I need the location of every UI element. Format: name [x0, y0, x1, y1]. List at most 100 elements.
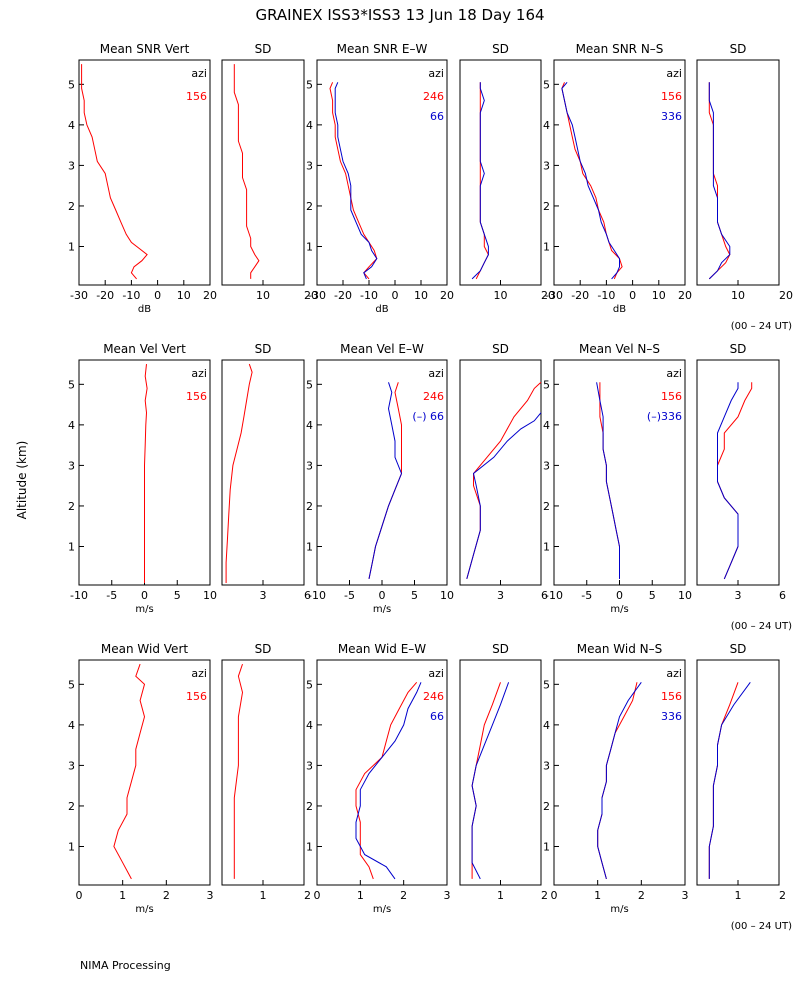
x-tick-label: -10	[122, 289, 140, 302]
profile-line	[561, 81, 620, 280]
x-tick-label: 3	[682, 889, 689, 902]
x-tick-label: 1	[594, 889, 601, 902]
x-tick-label: 6	[304, 589, 311, 602]
y-tick-label: 5	[68, 378, 75, 391]
legend-entry: 156	[186, 690, 207, 703]
panel-title: SD	[730, 642, 747, 656]
x-tick-label: 1	[119, 889, 126, 902]
legend-header: azi	[666, 667, 682, 680]
y-tick-label: 5	[543, 378, 550, 391]
x-tick-label: 3	[497, 589, 504, 602]
x-axis-label: m/s	[373, 604, 391, 615]
y-tick-label: 5	[543, 78, 550, 91]
y-tick-label: 3	[306, 159, 313, 172]
profile-line	[599, 382, 620, 579]
panel-title: Mean Vel N–S	[579, 342, 660, 356]
x-tick-label: 10	[177, 289, 191, 302]
legend-entry: (–)336	[647, 410, 682, 423]
panel-title: Mean Vel Vert	[103, 342, 186, 356]
processing-credit: NIMA Processing	[80, 959, 171, 972]
profile-line	[708, 682, 751, 879]
time-range-label: (00 – 24 UT)	[730, 321, 792, 332]
legend-entry: 156	[186, 390, 207, 403]
panel-title: SD	[492, 42, 509, 56]
x-tick-label: 1	[260, 889, 267, 902]
panel-title: Mean SNR Vert	[100, 42, 190, 56]
plot-frame	[553, 659, 686, 886]
legend-entry: 246	[423, 390, 444, 403]
x-tick-label: 10	[731, 289, 745, 302]
time-range-label: (00 – 24 UT)	[730, 621, 792, 632]
y-tick-label: 1	[68, 840, 75, 853]
x-tick-label: -10	[545, 589, 563, 602]
x-tick-label: -20	[96, 289, 114, 302]
profile-line	[466, 381, 542, 580]
y-tick-label: 1	[68, 240, 75, 253]
plot-frame	[78, 59, 211, 286]
profile-line	[329, 82, 378, 280]
y-tick-label: 2	[543, 200, 550, 213]
legend-entry: 336	[661, 110, 682, 123]
profile-line	[466, 412, 542, 580]
y-tick-label: 5	[543, 678, 550, 691]
x-tick-label: -10	[597, 289, 615, 302]
x-tick-label: 1	[357, 889, 364, 902]
profile-line	[708, 682, 739, 879]
profile-line	[144, 364, 148, 583]
y-tick-label: 4	[543, 419, 550, 432]
y-tick-label: 1	[543, 840, 550, 853]
x-tick-label: 0	[379, 589, 386, 602]
x-tick-label: 6	[541, 589, 548, 602]
profile-line	[355, 682, 422, 880]
y-tick-label: 1	[306, 840, 313, 853]
x-tick-label: 20	[779, 289, 793, 302]
panel-title: SD	[730, 342, 747, 356]
y-tick-label: 3	[68, 459, 75, 472]
y-tick-label: 1	[306, 540, 313, 553]
panel-title: Mean Vel E–W	[340, 342, 424, 356]
y-tick-label: 3	[543, 159, 550, 172]
panel-title: Mean Wid N–S	[577, 642, 662, 656]
legend-entry: 156	[661, 390, 682, 403]
plot-frame	[316, 659, 448, 886]
x-axis-label: dB	[613, 304, 626, 315]
y-tick-label: 1	[543, 240, 550, 253]
y-tick-label: 4	[543, 119, 550, 132]
x-tick-label: 0	[154, 289, 161, 302]
x-axis-label: m/s	[373, 904, 391, 915]
x-tick-label: 2	[163, 889, 170, 902]
x-tick-label: 0	[629, 289, 636, 302]
panel-title: Mean SNR E–W	[337, 42, 428, 56]
y-tick-label: 4	[543, 719, 550, 732]
x-tick-label: 10	[256, 289, 270, 302]
x-tick-label: -5	[106, 589, 117, 602]
x-tick-label: 3	[735, 589, 742, 602]
panel-title: SD	[255, 642, 272, 656]
x-tick-label: 0	[76, 889, 83, 902]
legend-header: azi	[428, 67, 444, 80]
y-tick-label: 2	[68, 800, 75, 813]
plot-frame	[696, 359, 780, 586]
panel-title: SD	[492, 642, 509, 656]
profile-line	[708, 82, 731, 280]
profile-line	[717, 382, 739, 580]
y-tick-label: 3	[68, 759, 75, 772]
y-tick-label: 3	[68, 159, 75, 172]
x-tick-label: -10	[70, 589, 88, 602]
y-tick-label: 2	[306, 500, 313, 513]
time-range-label: (00 – 24 UT)	[730, 921, 792, 932]
profile-line	[233, 663, 244, 879]
y-tick-label: 5	[306, 678, 313, 691]
x-tick-label: 10	[494, 289, 508, 302]
x-axis-label: m/s	[135, 904, 153, 915]
y-tick-label: 2	[306, 200, 313, 213]
x-tick-label: -30	[545, 289, 563, 302]
y-tick-label: 3	[543, 759, 550, 772]
x-tick-label: 0	[314, 889, 321, 902]
profile-line	[471, 682, 501, 879]
y-tick-label: 2	[68, 200, 75, 213]
x-tick-label: 2	[400, 889, 407, 902]
x-tick-label: -20	[571, 289, 589, 302]
x-tick-label: 10	[203, 589, 217, 602]
